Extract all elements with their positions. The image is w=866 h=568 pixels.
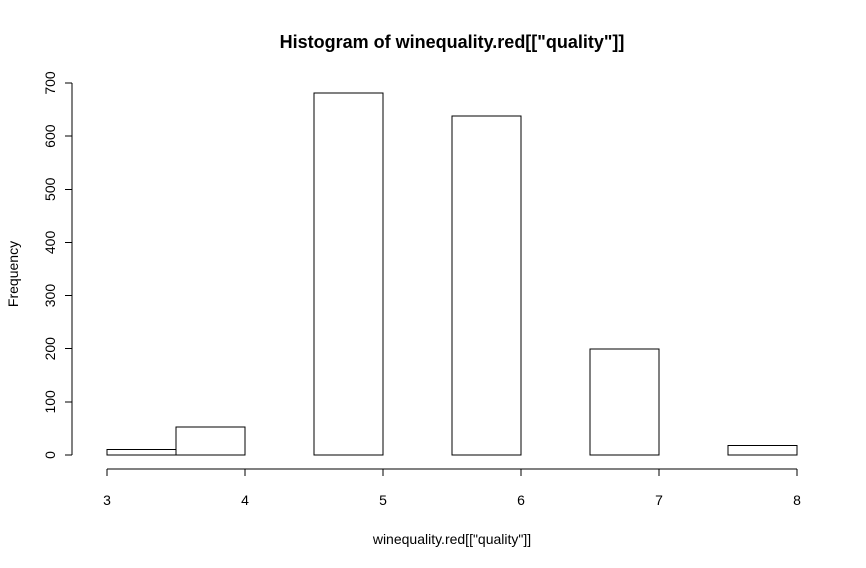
x-tick-label-5: 5 (379, 492, 387, 508)
y-tick-label-400: 400 (42, 231, 58, 255)
histogram-bar-3 (313, 92, 384, 456)
x-tick-label-6: 6 (517, 492, 525, 508)
x-axis-label: winequality.red[["quality"]] (372, 531, 531, 547)
y-tick-label-100: 100 (42, 390, 58, 414)
bars-group (106, 92, 798, 456)
x-tick-label-8: 8 (793, 492, 801, 508)
chart-title: Histogram of winequality.red[["quality"]… (280, 32, 625, 52)
histogram-bar-7 (589, 348, 660, 456)
y-tick-label-700: 700 (42, 71, 58, 95)
histogram-bar-1 (175, 426, 246, 456)
x-axis: 3 4 5 6 7 8 (103, 468, 801, 508)
y-axis-label: Frequency (5, 241, 21, 307)
histogram-bar-9 (727, 444, 798, 456)
y-tick-label-0: 0 (42, 451, 58, 459)
x-tick-label-3: 3 (103, 492, 111, 508)
y-tick-label-300: 300 (42, 284, 58, 308)
y-axis: 0 100 200 300 400 500 600 700 (42, 71, 73, 459)
histogram-bar-5 (451, 115, 522, 456)
x-tick-label-4: 4 (241, 492, 249, 508)
histogram-bar-0 (106, 449, 177, 456)
y-tick-label-200: 200 (42, 337, 58, 361)
x-tick-label-7: 7 (655, 492, 663, 508)
y-tick-label-600: 600 (42, 124, 58, 148)
y-tick-label-500: 500 (42, 177, 58, 201)
